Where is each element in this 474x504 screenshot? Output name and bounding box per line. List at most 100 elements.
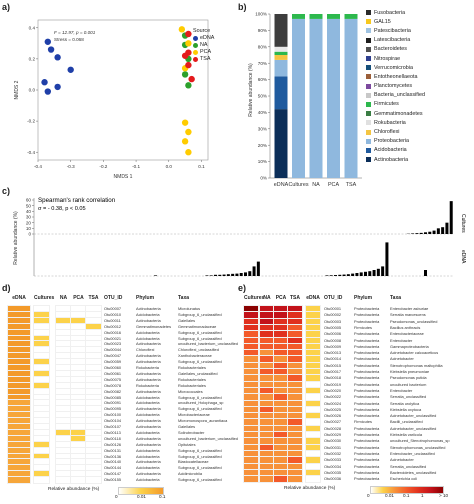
panel-d-letter: d) xyxy=(2,283,11,293)
heatmap-cell xyxy=(70,464,87,472)
heatmap-cell xyxy=(305,374,321,383)
bar-y-tick-label: 30% xyxy=(258,126,267,131)
legend-swatch xyxy=(366,37,371,43)
heatmap-cell xyxy=(243,311,259,320)
heatmap-row-otu: Otu00075 xyxy=(104,376,122,382)
heatmap-cell xyxy=(273,418,289,427)
heatmap-row-otu: Otu00034 xyxy=(324,463,342,469)
heatmap-row-phylum: Actinobacteria xyxy=(136,341,161,347)
heatmap-cell xyxy=(85,423,102,431)
heatmap-cell xyxy=(305,399,321,408)
heatmap-row-otu: Otu00006 xyxy=(324,331,342,337)
heatmap-cell xyxy=(33,434,50,443)
rank-bar-edna xyxy=(364,271,367,276)
legend-label: eDNA xyxy=(200,35,215,41)
rank-bar-cultures xyxy=(424,232,427,234)
heatmap-e: Cultures NA PCA TSA eDNA OTU_ID Phylum Taxa Otu0… xyxy=(243,292,472,504)
heatmap-cell xyxy=(305,456,321,465)
heatmap-row-phylum: Firmicutes xyxy=(354,419,372,425)
heatmap-cell xyxy=(287,418,303,427)
heatmap-row-taxa: uncultured_Stenotrophomonas_sp xyxy=(390,438,450,444)
bar-segment xyxy=(274,14,288,47)
bar-segment xyxy=(344,18,358,179)
rank-bar-edna xyxy=(351,273,355,276)
heatmap-cell xyxy=(55,458,72,466)
heatmap-cell xyxy=(33,476,50,484)
heatmap-text-header: OTU_ID xyxy=(324,295,343,301)
heatmap-row-otu: Otu00035 xyxy=(324,469,342,475)
bar-segment xyxy=(274,76,288,110)
heatmap-cell xyxy=(55,470,72,478)
heatmap-row-otu: Otu00091 xyxy=(104,400,122,406)
legend-label: Nitrospirae xyxy=(374,55,401,62)
heatmap-row-phylum: Acidobacteria xyxy=(136,412,160,418)
heatmap-cell xyxy=(287,361,303,370)
heatmap-cell xyxy=(273,330,289,339)
heatmap-row-phylum: Proteobacteria xyxy=(354,312,380,318)
heatmap-cell xyxy=(85,428,102,437)
heatmap-cell xyxy=(287,355,303,364)
legend-swatch xyxy=(366,83,371,89)
heatmap-row-otu: Otu00026 xyxy=(324,413,342,419)
bar-y-tick-label: 70% xyxy=(258,61,267,66)
nmds-ylabel: NMDS 2 xyxy=(14,80,20,99)
point-na xyxy=(181,71,189,78)
rank-bar-edna xyxy=(355,273,359,276)
rank-ylabel: Relative abundance (%) xyxy=(13,211,19,265)
heatmap-cell xyxy=(259,405,275,414)
heatmap-cell xyxy=(85,381,102,390)
heatmap-cell xyxy=(7,423,31,431)
heatmap-cell xyxy=(85,305,102,313)
bar-segment xyxy=(292,14,305,19)
heatmap-cell xyxy=(7,328,31,337)
heatmap-row-taxa: Serratia marcescens xyxy=(390,312,426,318)
rank-bar-cultures xyxy=(449,201,453,234)
heatmap-cell xyxy=(305,380,321,389)
point-pca xyxy=(185,40,192,47)
rank-bars xyxy=(154,201,453,276)
heatmap-cell xyxy=(85,393,102,401)
heatmap-cell xyxy=(85,334,102,342)
bar-category-label: NA xyxy=(312,182,320,188)
heatmap-row-taxa: Gaiellales xyxy=(178,317,196,323)
heatmap-cell xyxy=(273,317,289,326)
heatmap-cell xyxy=(273,468,289,477)
heatmap-cell xyxy=(243,399,259,408)
heatmap-row-taxa: Klebsiella pneumoniae xyxy=(390,369,430,374)
heatmap-cell xyxy=(33,470,50,478)
x-tick-label: -0.2 xyxy=(99,164,107,169)
heatmap-row-otu: Otu00019 xyxy=(324,381,342,387)
heatmap-cell xyxy=(287,424,303,433)
bar-y-tick-label: 50% xyxy=(258,94,267,99)
legend-swatch xyxy=(366,10,371,16)
heatmap-text-header: Taxa xyxy=(390,295,402,301)
rank-bar-edna xyxy=(154,275,157,276)
heatmap-cell xyxy=(70,423,87,431)
legend-entry: Firmicutes xyxy=(366,100,425,109)
heatmap-row-otu: Otu00022 xyxy=(324,394,342,400)
heatmap-row-phylum: Actinobacteria xyxy=(136,370,161,376)
heatmap-row-phylum: Actinobacteria xyxy=(136,317,161,323)
color-scale-bar xyxy=(370,486,444,495)
heatmap-cell xyxy=(259,393,275,402)
heatmap-cell xyxy=(305,418,321,427)
heatmap-row-otu: Otu00020 xyxy=(324,387,342,393)
heatmap-cell xyxy=(287,330,303,339)
heatmap-cell xyxy=(273,305,289,313)
bar-y-tick-label: 20% xyxy=(258,143,267,148)
heatmap-cell xyxy=(7,446,31,455)
heatmap-cell xyxy=(243,468,259,477)
heatmap-cell xyxy=(85,352,102,360)
heatmap-row-taxa: Opitutales xyxy=(178,441,196,447)
legend-entry: Actinobacteria xyxy=(366,155,425,164)
heatmap-cell xyxy=(273,368,289,376)
heatmap-row-otu: Otu00018 xyxy=(324,375,342,381)
heatmap-cell xyxy=(7,440,31,449)
heatmap-cell xyxy=(259,412,275,420)
heatmap-cell xyxy=(70,322,87,331)
heatmap-cell xyxy=(70,381,87,390)
heatmap-cell xyxy=(273,456,289,465)
heatmap-cell xyxy=(287,336,303,345)
heatmap-cell xyxy=(243,393,259,402)
rank-bar-edna xyxy=(226,274,230,276)
